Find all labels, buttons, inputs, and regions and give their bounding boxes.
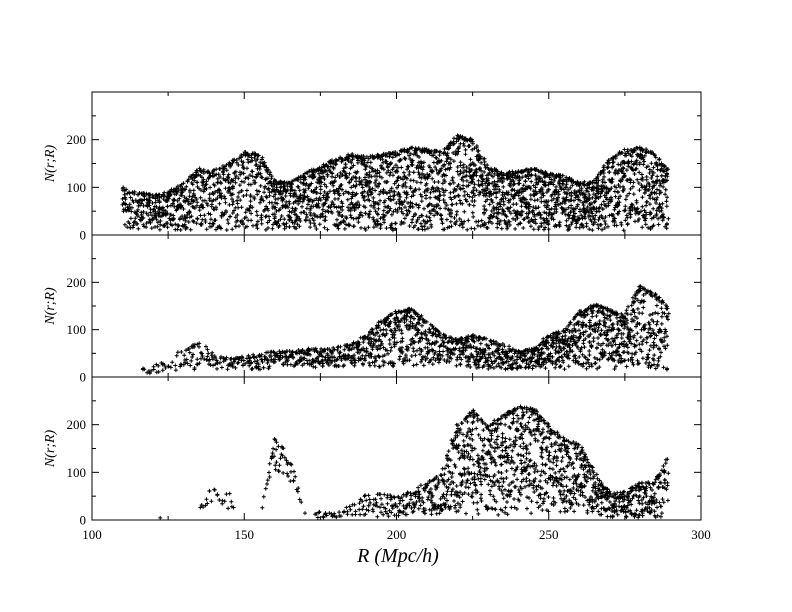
y-tick-label: 200 (67, 275, 87, 290)
x-tick-label: 150 (235, 527, 255, 542)
y-tick-label: 200 (67, 132, 87, 147)
point-cloud-bottom (158, 404, 671, 520)
x-tick-label: 250 (539, 527, 559, 542)
x-axis: 100 150 200 250 300 (82, 527, 711, 542)
panel-middle: 0 100 200 N(r;R) (43, 234, 702, 385)
point-cloud-top (120, 133, 671, 233)
y-tick-label: 100 (67, 180, 87, 195)
y-axis-top: 0 100 200 (67, 92, 702, 243)
panel-bottom: 0 100 200 N(r;R) (43, 376, 702, 528)
x-tick-label: 300 (691, 527, 711, 542)
y-tick-label: 0 (80, 228, 87, 243)
y-axis-bottom: 0 100 200 (67, 377, 702, 528)
y-tick-label: 0 (80, 513, 87, 528)
y-tick-label: 100 (67, 322, 87, 337)
data-markers (120, 133, 671, 233)
x-tick-label: 100 (82, 527, 102, 542)
y-tick-label: 0 (80, 370, 87, 385)
data-markers (158, 404, 671, 520)
y-axis-label-top: N(r;R) (43, 145, 58, 184)
x-axis-label: R (Mpc/h) (356, 545, 439, 567)
data-markers (140, 284, 671, 376)
y-axis-label-bottom: N(r;R) (43, 430, 58, 469)
y-tick-label: 200 (67, 417, 87, 432)
y-axis-label-middle: N(r;R) (43, 287, 58, 326)
y-tick-label: 100 (67, 465, 87, 480)
x-tick-label: 200 (387, 527, 407, 542)
panel-top: 0 100 200 N(r;R) (43, 91, 702, 243)
point-cloud-middle (140, 284, 671, 376)
